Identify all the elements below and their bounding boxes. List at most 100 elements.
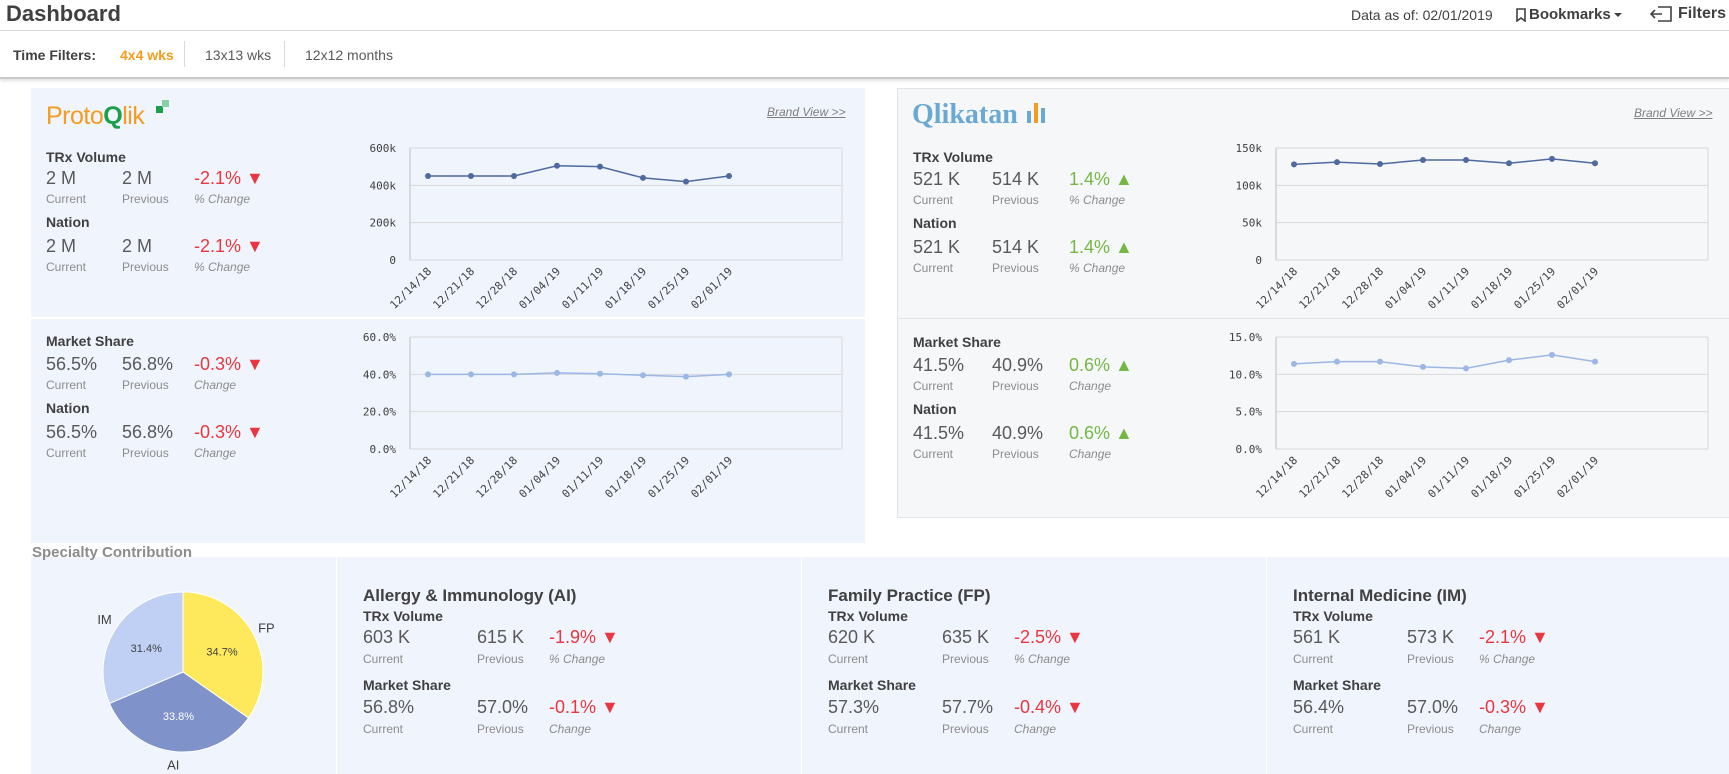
current-label: Current [828, 652, 869, 666]
series-line [428, 164, 730, 183]
current-label: Current [1293, 652, 1334, 666]
nation-trx-current: 521 K [913, 237, 961, 257]
x-tick-label: 12/14/18 [1253, 265, 1300, 311]
divider [898, 318, 1729, 319]
current-label: Current [46, 260, 87, 274]
nation-share-current: 41.5% [913, 423, 965, 443]
trx-current-value: 620 K [828, 627, 876, 647]
data-point [1549, 155, 1555, 162]
trx-current-value: 561 K [1293, 627, 1341, 647]
x-tick-label: 01/04/19 [516, 454, 563, 500]
trx-change-value: -2.5% ▼ [1014, 627, 1084, 647]
previous-label: Previous [1407, 722, 1454, 736]
share-change-value: -0.3% ▼ [1479, 697, 1549, 717]
trx-volume-label: TRx Volume [828, 608, 908, 624]
data-point [597, 370, 603, 377]
x-tick-label: 12/14/18 [387, 454, 434, 500]
nation-label: Nation [913, 215, 957, 231]
data-point [683, 373, 689, 380]
data-point [1463, 365, 1469, 372]
x-tick-label: 12/28/18 [1339, 454, 1386, 500]
y-tick-label: 100k [1236, 179, 1263, 192]
time-filter-12x12[interactable]: 12x12 months [305, 47, 393, 63]
logo-text-proto: Proto [46, 102, 104, 130]
x-tick-label: 12/21/18 [1296, 454, 1343, 500]
current-label: Current [828, 722, 869, 736]
current-label: Current [1293, 722, 1334, 736]
filters-button[interactable]: Filters [1650, 5, 1726, 23]
previous-label: Previous [122, 378, 169, 392]
trx-change-value: -2.1% ▼ [194, 168, 264, 188]
bookmarks-button[interactable]: Bookmarks [1516, 6, 1622, 23]
y-tick-label: 60.0% [363, 331, 396, 344]
header-bar: Dashboard Data as of: 02/01/2019 Bookmar… [0, 0, 1729, 31]
data-point [425, 371, 431, 378]
x-tick-label: 12/21/18 [430, 454, 477, 500]
share-previous-value: 57.7% [942, 697, 994, 717]
series-line [1293, 354, 1596, 370]
change-label: Change [1069, 447, 1112, 461]
previous-label: Previous [992, 447, 1039, 461]
y-tick-label: 10.0% [1229, 368, 1262, 381]
share-current-value: 56.4% [1293, 697, 1345, 717]
logo-bars-icon [1026, 103, 1045, 123]
market-share-label: Market Share [1293, 677, 1381, 693]
bookmark-icon [1516, 7, 1526, 22]
page-title: Dashboard [6, 1, 121, 26]
change-label: Change [549, 722, 592, 736]
time-filter-13x13[interactable]: 13x13 wks [205, 47, 272, 63]
y-tick-label: 15.0% [1229, 331, 1262, 344]
data-point [1377, 358, 1383, 365]
nation-trx-change: 1.4% ▲ [1069, 237, 1133, 257]
current-label: Current [913, 379, 954, 393]
specialty-card-title: Allergy & Immunology (AI) [363, 586, 577, 605]
share-previous-value: 57.0% [477, 697, 529, 717]
specialty-contribution-heading: Specialty Contribution [32, 544, 193, 561]
share-current-value: 56.5% [46, 354, 98, 374]
series-line [1293, 158, 1596, 166]
data-point [1592, 358, 1598, 365]
data-point [683, 178, 689, 185]
brand-view-link[interactable]: Brand View >> [767, 105, 846, 119]
share-previous-value: 57.0% [1407, 697, 1459, 717]
y-tick-label: 200k [370, 217, 397, 230]
data-point [726, 371, 732, 378]
y-tick-label: 0.0% [370, 443, 397, 456]
pie-slice-fp [182, 591, 264, 719]
divider [801, 557, 802, 774]
x-tick-label: 01/25/19 [1511, 454, 1558, 500]
x-tick-label: 12/21/18 [1296, 265, 1343, 311]
market-share-label: Market Share [46, 333, 134, 349]
logo-squares-icon [156, 100, 169, 113]
x-tick-label: 01/11/19 [1425, 454, 1472, 500]
change-label: Change [194, 378, 237, 392]
data-point [554, 369, 560, 376]
change-label: % Change [549, 652, 606, 666]
x-tick-label: 12/14/18 [1253, 454, 1300, 500]
data-as-of-label: Data as of: 02/01/2019 [1351, 7, 1493, 23]
previous-label: Previous [992, 261, 1039, 275]
previous-label: Previous [477, 652, 524, 666]
y-tick-label: 20.0% [363, 406, 396, 419]
previous-label: Previous [122, 192, 169, 206]
change-label: Change [1014, 722, 1057, 736]
data-point [1506, 160, 1512, 167]
trx-previous-value: 635 K [942, 627, 990, 647]
trx-previous-value: 514 K [992, 169, 1040, 189]
current-label: Current [46, 192, 87, 206]
brand-panel-qlikatan: Qlikatan Brand View >> TRx Volume 521 K … [897, 88, 1729, 518]
previous-label: Previous [942, 652, 989, 666]
trx-previous-value: 2 M [122, 168, 153, 188]
trx-volume-label: TRx Volume [1293, 608, 1373, 624]
x-tick-label: 12/28/18 [473, 265, 520, 311]
y-tick-label: 40.0% [363, 368, 396, 381]
time-filter-4x4[interactable]: 4x4 wks [120, 47, 174, 63]
data-point [554, 162, 560, 169]
y-tick-label: 0 [1255, 254, 1262, 267]
data-point [468, 371, 474, 378]
divider [284, 41, 285, 67]
brand-view-link[interactable]: Brand View >> [1634, 106, 1713, 120]
current-label: Current [913, 193, 954, 207]
nation-trx-current: 2 M [46, 236, 77, 256]
previous-label: Previous [942, 722, 989, 736]
